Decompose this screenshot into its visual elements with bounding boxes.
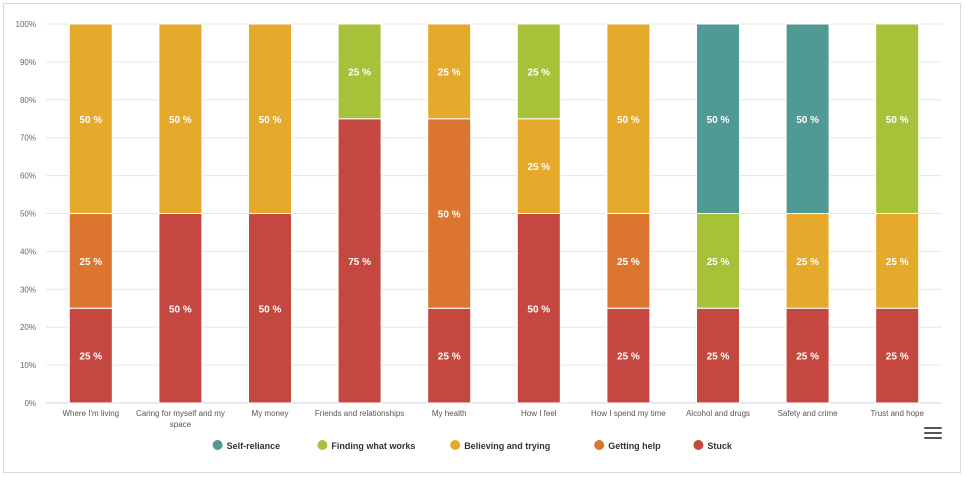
x-category-label: space bbox=[170, 420, 192, 429]
bar-segment[interactable] bbox=[427, 118, 472, 309]
data-label: 50 % bbox=[259, 304, 282, 315]
legend-marker[interactable] bbox=[317, 440, 328, 450]
y-tick-label: 0% bbox=[24, 399, 36, 408]
data-label: 25 % bbox=[796, 257, 819, 268]
bar-segment[interactable] bbox=[248, 213, 292, 404]
bar-segment[interactable] bbox=[606, 307, 651, 404]
menu-line bbox=[924, 432, 942, 434]
bar-segment[interactable] bbox=[606, 213, 651, 309]
bar-segment[interactable] bbox=[516, 118, 561, 214]
x-category-label: Friends and relationships bbox=[315, 409, 404, 418]
data-label: 25 % bbox=[796, 352, 819, 363]
x-category-label: How I feel bbox=[521, 409, 557, 418]
y-tick-label: 10% bbox=[20, 361, 36, 370]
data-label: 50 % bbox=[169, 115, 192, 126]
bar-segment[interactable] bbox=[158, 213, 203, 404]
x-category-label: Where I'm living bbox=[62, 409, 119, 418]
x-category-label: Safety and crime bbox=[778, 409, 839, 418]
y-tick-label: 80% bbox=[20, 96, 36, 105]
bar-segment[interactable] bbox=[696, 213, 740, 309]
x-category-label: How I spend my time bbox=[591, 409, 666, 418]
bar-segment[interactable] bbox=[248, 23, 292, 214]
x-category-label: Alcohol and drugs bbox=[686, 409, 750, 418]
legend-marker[interactable] bbox=[594, 440, 605, 450]
legend-item[interactable]: Self-reliance bbox=[227, 441, 281, 451]
bar-segment[interactable] bbox=[516, 213, 561, 404]
y-tick-label: 40% bbox=[20, 247, 36, 256]
data-label: 25 % bbox=[527, 67, 550, 78]
bar-segment[interactable] bbox=[427, 307, 472, 404]
x-category-label: My money bbox=[252, 409, 289, 418]
bar-segment[interactable] bbox=[875, 307, 920, 404]
legend-marker[interactable] bbox=[693, 440, 704, 450]
bar-segment[interactable] bbox=[875, 23, 920, 214]
data-label: 75 % bbox=[348, 257, 371, 268]
data-label: 25 % bbox=[79, 352, 102, 363]
legend-item[interactable]: Getting help bbox=[608, 441, 661, 451]
bar-segment[interactable] bbox=[427, 23, 472, 120]
y-tick-label: 60% bbox=[20, 172, 36, 181]
x-category-label: Caring for myself and my bbox=[136, 409, 225, 418]
legend-marker[interactable] bbox=[212, 440, 223, 450]
bar-segment[interactable] bbox=[785, 213, 830, 309]
x-category-label: My health bbox=[432, 409, 467, 418]
bar-segment[interactable] bbox=[337, 23, 382, 120]
y-tick-label: 70% bbox=[20, 134, 36, 143]
data-label: 25 % bbox=[438, 352, 461, 363]
bar-segment[interactable] bbox=[696, 23, 740, 214]
menu-line bbox=[924, 437, 942, 439]
data-label: 50 % bbox=[707, 115, 730, 126]
legend-item[interactable]: Stuck bbox=[707, 441, 733, 451]
data-label: 50 % bbox=[259, 115, 282, 126]
data-label: 25 % bbox=[707, 352, 730, 363]
data-label: 25 % bbox=[617, 257, 640, 268]
y-tick-label: 50% bbox=[20, 210, 36, 219]
hamburger-menu-icon[interactable] bbox=[924, 425, 942, 441]
data-label: 50 % bbox=[527, 304, 550, 315]
data-label: 50 % bbox=[617, 115, 640, 126]
y-tick-label: 30% bbox=[20, 285, 36, 294]
data-label: 50 % bbox=[886, 115, 909, 126]
y-tick-label: 100% bbox=[16, 20, 36, 29]
data-label: 25 % bbox=[886, 352, 909, 363]
bar-segment[interactable] bbox=[785, 307, 830, 404]
y-tick-label: 90% bbox=[20, 58, 36, 67]
data-label: 50 % bbox=[169, 304, 192, 315]
legend-marker[interactable] bbox=[450, 440, 461, 450]
legend-item[interactable]: Finding what works bbox=[331, 441, 415, 451]
x-category-label: Trust and hope bbox=[870, 409, 924, 418]
data-label: 50 % bbox=[79, 115, 102, 126]
bar-segment[interactable] bbox=[516, 23, 561, 120]
menu-line bbox=[924, 427, 942, 429]
data-label: 25 % bbox=[707, 257, 730, 268]
data-label: 25 % bbox=[886, 257, 909, 268]
data-label: 25 % bbox=[527, 162, 550, 173]
y-tick-label: 20% bbox=[20, 323, 36, 332]
data-label: 25 % bbox=[438, 67, 461, 78]
data-label: 25 % bbox=[79, 257, 102, 268]
bar-segment[interactable] bbox=[875, 213, 920, 309]
bar-segment[interactable] bbox=[606, 23, 651, 214]
data-label: 50 % bbox=[438, 210, 461, 221]
data-label: 25 % bbox=[348, 67, 371, 78]
bar-segment[interactable] bbox=[158, 23, 203, 214]
bar-segment[interactable] bbox=[785, 23, 830, 214]
legend-item[interactable]: Believing and trying bbox=[464, 441, 550, 451]
data-label: 50 % bbox=[796, 115, 819, 126]
bar-segment[interactable] bbox=[68, 23, 113, 214]
data-label: 25 % bbox=[617, 352, 640, 363]
